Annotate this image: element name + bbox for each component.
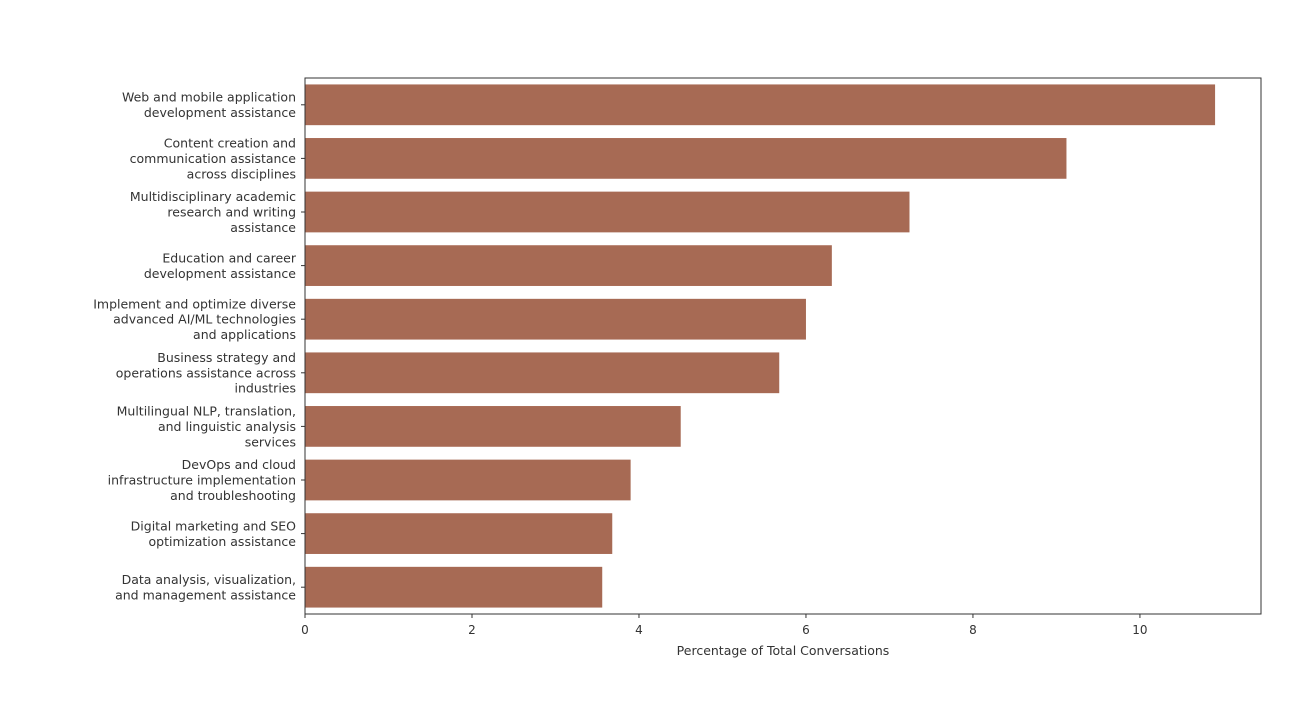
bar-9: [305, 513, 613, 554]
category-label-2: Content creation and communication assist…: [130, 136, 297, 182]
x-tick-label-3: 4: [635, 623, 643, 637]
x-tick-label-4: 6: [802, 623, 810, 637]
bar-4: [305, 245, 832, 286]
bar-7: [305, 406, 681, 447]
category-label-9: Digital marketing and SEO optimization as…: [131, 518, 297, 548]
category-label-8: DevOps and cloud infrastructure implement…: [108, 457, 296, 503]
category-label-6: Business strategy and operations assistan…: [116, 350, 296, 396]
bar-10: [305, 566, 603, 608]
x-tick-label-1: 0: [301, 623, 309, 637]
bar-6: [305, 352, 780, 394]
x-tick-label-5: 8: [969, 623, 977, 637]
x-tick-label-6: 10: [1132, 623, 1147, 637]
category-label-1: Web and mobile application development as…: [122, 90, 296, 120]
category-label-4: Education and career development assistan…: [144, 250, 297, 280]
category-label-5: Implement and optimize diverse advanced A…: [93, 296, 296, 342]
bar-8: [305, 459, 631, 501]
bar-2: [305, 138, 1067, 179]
category-label-10: Data analysis, visualization, and managem…: [115, 572, 296, 602]
x-axis-title: Percentage of Total Conversations: [677, 643, 890, 658]
bar-1: [305, 84, 1216, 126]
bar-5: [305, 298, 806, 340]
category-label-3: Multidisciplinary academic research and w…: [130, 189, 296, 235]
x-axis-ticks: 0 2 4 6 8 10: [301, 614, 1148, 637]
category-label-7: Multilingual NLP, translation, and lingui…: [117, 404, 296, 450]
category-labels: Web and mobile application development as…: [93, 90, 305, 602]
plot-frame: [304, 77, 1262, 615]
bar-3: [305, 191, 910, 233]
bars: [305, 84, 1216, 608]
x-tick-label-2: 2: [468, 623, 476, 637]
